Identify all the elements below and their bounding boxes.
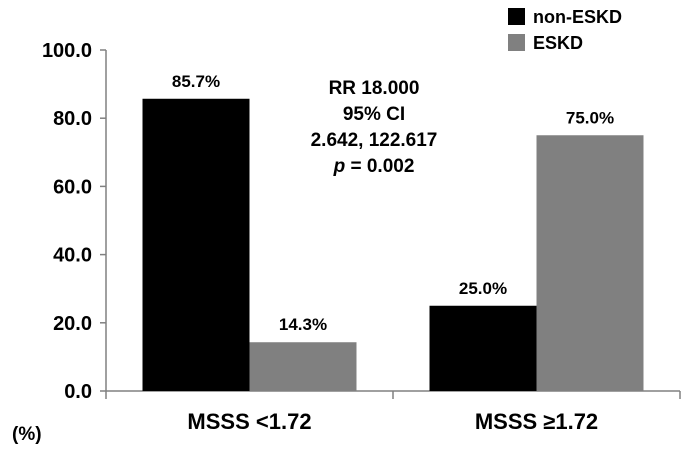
data-labels: 85.7% 14.3% 25.0% 75.0% bbox=[172, 72, 614, 334]
bar-eskd bbox=[249, 342, 357, 391]
x-category-label: MSSS ≥1.72 bbox=[475, 409, 598, 434]
statistics-annotation: RR 18.000 95% CI 2.642, 122.617 p = 0.00… bbox=[311, 78, 438, 177]
y-tick-label: 80.0 bbox=[53, 108, 92, 130]
axes: 0.0 20.0 40.0 60.0 80.0 100.0 MSSS <1.72 MSSS ≥… bbox=[42, 40, 681, 434]
annotation-p-value: p = 0.002 bbox=[333, 156, 415, 177]
bar-eskd bbox=[536, 135, 644, 391]
y-tick-label: 100.0 bbox=[42, 40, 92, 62]
legend-label-non-eskd: non-ESKD bbox=[533, 7, 622, 27]
y-tick-label: 20.0 bbox=[53, 313, 92, 335]
annotation-ci-title: 95% CI bbox=[343, 104, 405, 125]
legend-swatch-non-eskd bbox=[508, 8, 525, 25]
data-label: 14.3% bbox=[279, 315, 327, 334]
y-tick-label: 60.0 bbox=[53, 176, 92, 198]
data-label: 75.0% bbox=[566, 108, 614, 127]
annotation-rr: RR 18.000 bbox=[329, 78, 420, 99]
y-tick-label: 40.0 bbox=[53, 245, 92, 267]
legend-label-eskd: ESKD bbox=[533, 33, 583, 53]
annotation-p-rest: = 0.002 bbox=[345, 156, 414, 177]
legend: non-ESKD ESKD bbox=[508, 7, 622, 53]
annotation-ci-range: 2.642, 122.617 bbox=[311, 130, 438, 151]
data-label: 85.7% bbox=[172, 72, 220, 91]
x-category-label: MSSS <1.72 bbox=[187, 409, 311, 434]
y-tick-label: 0.0 bbox=[64, 381, 92, 403]
bar-non-eskd bbox=[142, 98, 250, 391]
bars bbox=[142, 98, 644, 391]
bar-non-eskd bbox=[429, 305, 537, 391]
data-label: 25.0% bbox=[459, 279, 507, 298]
annotation-p-symbol: p bbox=[333, 156, 346, 177]
y-axis-unit-label: (%) bbox=[12, 424, 42, 445]
legend-swatch-eskd bbox=[508, 34, 525, 51]
